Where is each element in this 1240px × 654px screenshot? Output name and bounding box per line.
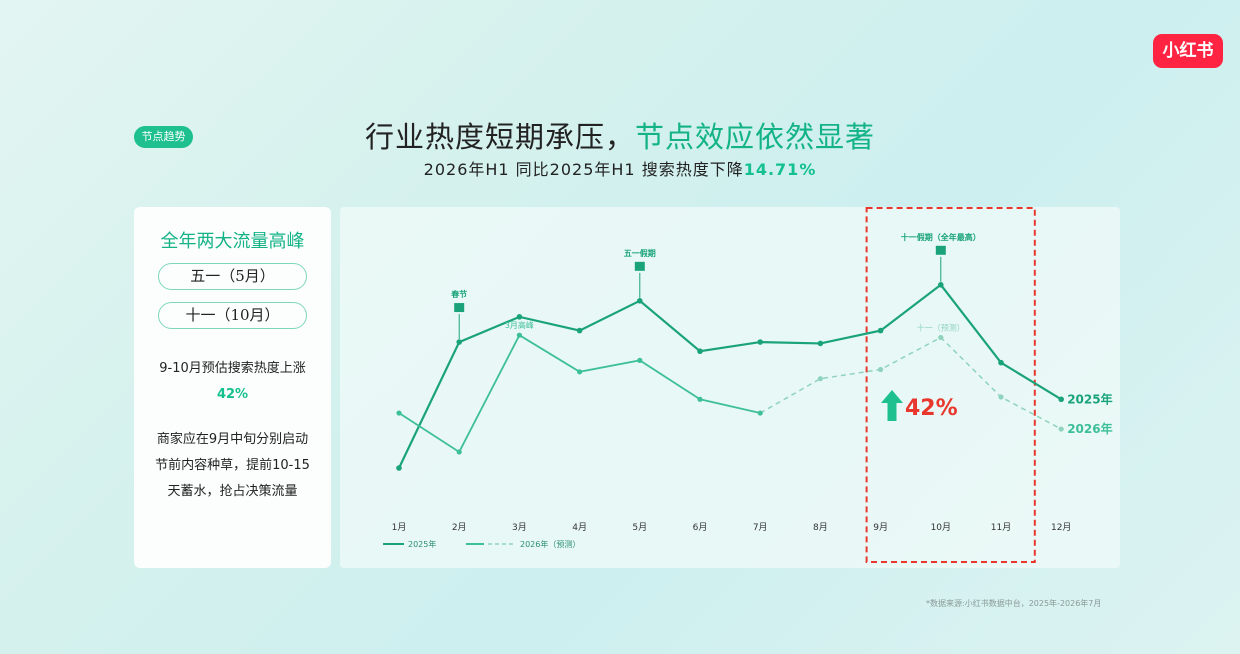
point-2025-9 [877, 327, 884, 334]
section-tag: 节点趋势 [134, 126, 193, 148]
point-2025-8 [817, 340, 824, 347]
advice-line-3: 天蓄水，抢占决策流量 [167, 484, 298, 499]
point-2026-1 [396, 410, 402, 416]
subtitle-highlight: 14.71% [743, 160, 817, 179]
point-2025-10 [938, 282, 944, 288]
point-2025-4 [576, 327, 583, 334]
chart-panel [340, 207, 1120, 568]
xiaohongshu-logo: 小红书 [1153, 34, 1223, 68]
x-tick-6: 6月 [693, 522, 708, 533]
point-2025-6 [697, 348, 703, 355]
advice-line-2: 节前内容种草，提前10-15 [155, 458, 310, 473]
page-subtitle: 2026年H1 同比2025年H1 搜索热度下降14.71% [0, 156, 1240, 180]
annotation-label-3: 十一假期（全年最高） [901, 232, 981, 242]
annotation-label-0: 春节 [451, 289, 467, 299]
legend-label-2026: 2026年（预测） [520, 539, 580, 549]
highlight-box [865, 207, 1036, 563]
estimate-percent: 42% [216, 387, 249, 402]
legend-label-2025: 2025年 [408, 539, 436, 549]
point-2026-7 [757, 410, 763, 416]
point-2025-3 [516, 314, 523, 320]
estimate-text: 9-10月预估搜索热度上涨 [159, 361, 306, 376]
point-2026-6 [697, 396, 703, 402]
annotation-label-1: 3月高峰 [505, 320, 534, 330]
point-2025-7 [757, 339, 763, 345]
peak-summary-card: 全年两大流量高峰 五一（5月） 十一（10月） 9-10月预估搜索热度上涨 42… [134, 207, 331, 568]
x-tick-12: 12月 [1051, 522, 1071, 533]
annotation-flag-3 [935, 245, 946, 255]
point-2026-3 [516, 332, 523, 338]
data-source-note: *数据来源:小红书数据中台，2025年-2026年7月 [926, 599, 1102, 608]
x-tick-9: 9月 [873, 522, 888, 533]
subtitle-main: 2026年H1 同比2025年H1 搜索热度下降 [423, 160, 744, 179]
point-2025-12 [1058, 396, 1064, 403]
point-2026-5 [637, 357, 643, 363]
x-tick-5: 5月 [632, 522, 647, 533]
annotation-flag-0 [454, 303, 465, 313]
point-2026-12 [1058, 426, 1064, 432]
end-label-2025: 2025年 [1067, 391, 1112, 406]
title-highlight: 节点效应依然显著 [635, 120, 876, 154]
x-tick-11: 11月 [991, 522, 1011, 533]
annotation-flag-2 [634, 261, 645, 271]
advice-line-1: 商家应在9月中旬分别启动 [156, 432, 309, 447]
series-line-2026-forecast [759, 336, 1062, 430]
peak-pill-may: 五一（5月） [158, 263, 307, 290]
x-tick-3: 3月 [512, 522, 527, 533]
x-tick-7: 7月 [753, 522, 768, 533]
peak-pill-october: 十一（10月） [158, 302, 307, 329]
point-2025-11 [998, 359, 1004, 366]
point-2025-1 [396, 465, 402, 471]
series-line-2025 [398, 283, 1062, 469]
x-tick-8: 8月 [813, 522, 828, 533]
up-arrow-icon [881, 390, 903, 421]
point-2026-8 [817, 376, 824, 382]
point-2025-2 [456, 339, 463, 345]
point-2025-5 [637, 298, 643, 304]
point-2026-4 [577, 369, 583, 375]
point-2026-11 [998, 394, 1004, 400]
annotation-label-2: 五一假期 [624, 248, 656, 258]
title-main: 行业热度短期承压， [364, 120, 635, 154]
end-label-2026: 2026年 [1067, 421, 1112, 436]
point-2026-2 [456, 449, 462, 455]
point-2026-9 [878, 366, 884, 373]
x-tick-1: 1月 [392, 522, 407, 533]
x-tick-2: 2月 [452, 522, 467, 533]
peak-summary-title: 全年两大流量高峰 [160, 231, 305, 252]
point-2026-10 [938, 334, 944, 341]
x-tick-4: 4月 [572, 522, 587, 533]
increase-percent-label: 42% [905, 396, 958, 421]
annotation-label-4: 十一（预测） [917, 322, 965, 332]
x-tick-10: 10月 [931, 522, 951, 533]
page-title: 行业热度短期承压，节点效应依然显著 [0, 114, 1240, 156]
